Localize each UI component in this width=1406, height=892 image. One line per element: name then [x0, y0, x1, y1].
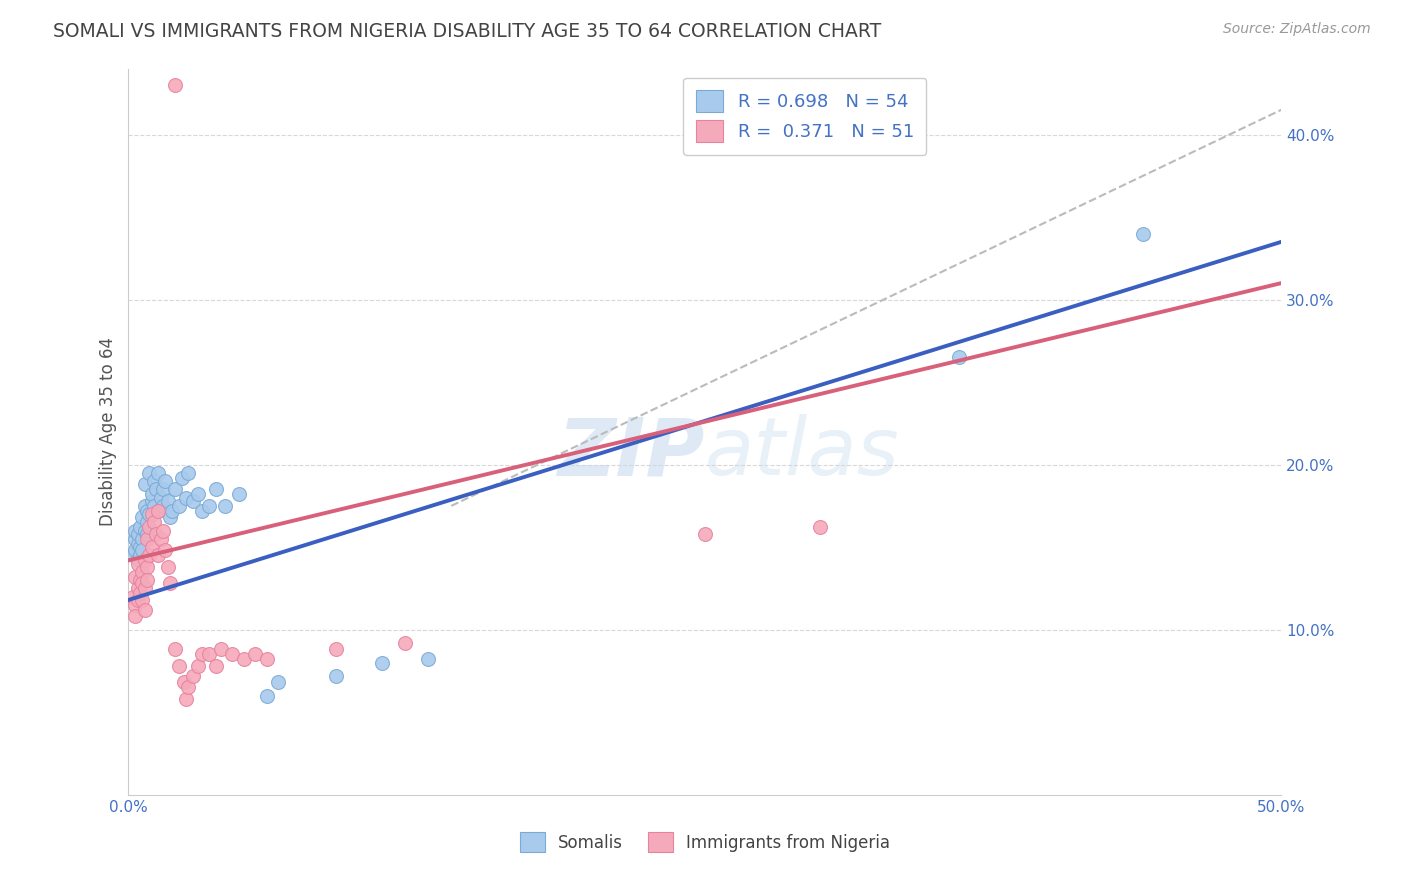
- Point: [155, 474, 177, 488]
- Point: [159, 510, 181, 524]
- Point: [129, 586, 152, 600]
- Point: [141, 494, 163, 508]
- Point: [205, 483, 228, 497]
- Point: [124, 598, 146, 612]
- Point: [155, 543, 177, 558]
- Point: [141, 507, 163, 521]
- Point: [156, 494, 179, 508]
- Point: [135, 573, 157, 587]
- Point: [156, 560, 179, 574]
- Point: [325, 669, 347, 683]
- Point: [131, 565, 153, 579]
- Point: [948, 351, 970, 365]
- Point: [177, 681, 200, 695]
- Point: [693, 527, 716, 541]
- Point: [162, 504, 184, 518]
- Point: [191, 504, 214, 518]
- Point: [135, 560, 157, 574]
- Text: SOMALI VS IMMIGRANTS FROM NIGERIA DISABILITY AGE 35 TO 64 CORRELATION CHART: SOMALI VS IMMIGRANTS FROM NIGERIA DISABI…: [53, 22, 882, 41]
- Point: [418, 652, 440, 666]
- Point: [181, 494, 204, 508]
- Point: [187, 487, 209, 501]
- Point: [145, 527, 167, 541]
- Point: [127, 593, 149, 607]
- Point: [221, 648, 243, 662]
- Point: [129, 520, 152, 534]
- Point: [256, 689, 278, 703]
- Point: [127, 527, 149, 541]
- Text: Source: ZipAtlas.com: Source: ZipAtlas.com: [1223, 22, 1371, 37]
- Point: [148, 549, 170, 563]
- Point: [138, 507, 160, 521]
- Point: [124, 543, 146, 558]
- Point: [131, 593, 153, 607]
- Point: [122, 549, 145, 563]
- Point: [131, 532, 153, 546]
- Point: [131, 576, 153, 591]
- Point: [163, 483, 186, 497]
- Point: [198, 499, 221, 513]
- Point: [135, 504, 157, 518]
- Point: [148, 504, 170, 518]
- Legend: R = 0.698   N = 54, R =  0.371   N = 51: R = 0.698 N = 54, R = 0.371 N = 51: [683, 78, 927, 155]
- Point: [145, 483, 167, 497]
- Point: [173, 675, 195, 690]
- Point: [256, 652, 278, 666]
- Point: [127, 537, 149, 551]
- Point: [163, 642, 186, 657]
- Point: [141, 540, 163, 554]
- Point: [148, 466, 170, 480]
- Point: [134, 477, 156, 491]
- Point: [131, 543, 153, 558]
- Point: [187, 659, 209, 673]
- Point: [134, 524, 156, 538]
- Point: [124, 524, 146, 538]
- Point: [152, 483, 174, 497]
- Point: [149, 491, 172, 505]
- Point: [267, 675, 290, 690]
- Point: [163, 78, 186, 92]
- Point: [134, 582, 156, 596]
- Point: [138, 520, 160, 534]
- Point: [127, 551, 149, 566]
- Point: [142, 499, 165, 513]
- Text: ZIP: ZIP: [558, 415, 704, 492]
- Point: [142, 516, 165, 530]
- Point: [159, 576, 181, 591]
- Point: [129, 573, 152, 587]
- Point: [174, 491, 197, 505]
- Point: [232, 652, 254, 666]
- Point: [371, 656, 394, 670]
- Point: [205, 659, 228, 673]
- Point: [135, 532, 157, 546]
- Point: [1132, 227, 1154, 241]
- Point: [191, 648, 214, 662]
- Point: [170, 471, 193, 485]
- Point: [181, 669, 204, 683]
- Point: [245, 648, 267, 662]
- Point: [808, 520, 831, 534]
- Text: atlas: atlas: [704, 415, 900, 492]
- Point: [129, 549, 152, 563]
- Point: [174, 692, 197, 706]
- Y-axis label: Disability Age 35 to 64: Disability Age 35 to 64: [100, 337, 117, 526]
- Point: [134, 603, 156, 617]
- Point: [141, 487, 163, 501]
- Point: [134, 499, 156, 513]
- Point: [325, 642, 347, 657]
- Point: [135, 527, 157, 541]
- Point: [148, 504, 170, 518]
- Point: [394, 636, 416, 650]
- Point: [134, 553, 156, 567]
- Point: [209, 642, 232, 657]
- Point: [214, 499, 236, 513]
- Point: [198, 648, 221, 662]
- Point: [129, 540, 152, 554]
- Point: [127, 557, 149, 571]
- Point: [152, 499, 174, 513]
- Point: [124, 609, 146, 624]
- Point: [167, 499, 190, 513]
- Point: [138, 466, 160, 480]
- Point: [138, 549, 160, 563]
